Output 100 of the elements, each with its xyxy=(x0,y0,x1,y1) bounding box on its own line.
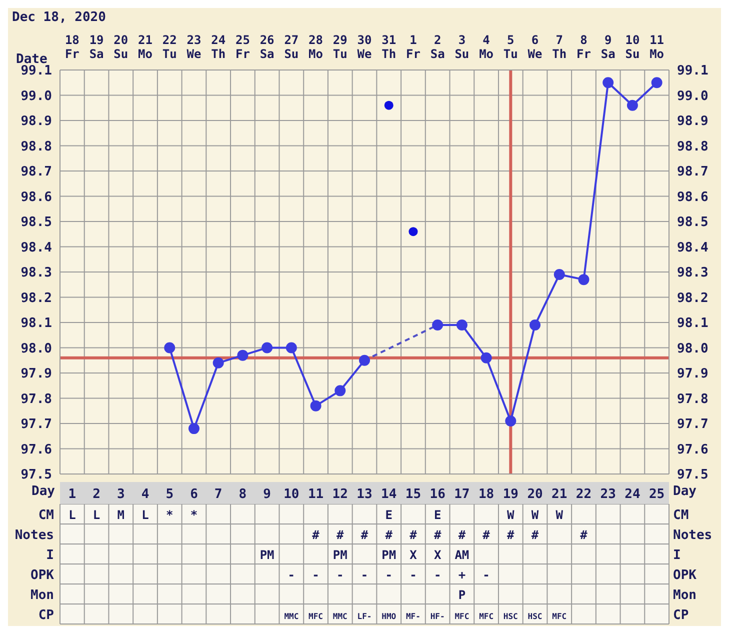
x-tick-label: 3 xyxy=(116,487,125,502)
y2-tick-label: 97.6 xyxy=(677,442,708,458)
x2-tick-label: 5 Tu xyxy=(503,33,518,61)
y-tick-label: 98.0 xyxy=(20,341,52,356)
text: * xyxy=(166,508,174,522)
x-tick-label: 12 xyxy=(332,487,348,502)
y2-tick-label: 98.0 xyxy=(677,341,708,356)
text: # xyxy=(458,528,466,542)
x2-tick-label: 24 Th xyxy=(211,33,226,61)
text: E xyxy=(385,508,392,522)
text: PM xyxy=(332,548,348,562)
text: L xyxy=(92,508,100,522)
text: W xyxy=(507,508,514,522)
point xyxy=(286,342,297,354)
x2-tick-label: 25 Fr xyxy=(235,33,250,61)
y-tick-label: 97.5 xyxy=(20,468,52,483)
text: PM xyxy=(382,548,396,562)
x2-tick-label: 8 Fr xyxy=(576,33,591,61)
x2-tick-label: 11 Mo xyxy=(650,33,664,61)
point xyxy=(262,342,273,354)
y-tick-label: 97.7 xyxy=(20,417,52,432)
point xyxy=(408,227,418,236)
y-tick-label: 98.6 xyxy=(20,190,52,205)
y-tick-label: 97.9 xyxy=(20,366,52,382)
category-label: CP xyxy=(38,608,54,623)
y2-tick-label: 99.0 xyxy=(677,88,708,104)
x-tick-label: 6 xyxy=(190,487,198,502)
text: - xyxy=(360,568,368,582)
text: # xyxy=(580,528,588,542)
y2-tick-label: 98.1 xyxy=(677,316,708,332)
text: # xyxy=(531,528,539,542)
x-tick-label: 8 xyxy=(238,487,247,502)
x2-tick-label: 27 Su xyxy=(284,33,299,61)
y2-tick-label: 98.8 xyxy=(677,139,708,154)
x2-tick-label: 3 Su xyxy=(454,33,470,61)
x2-tick-label: 23 We xyxy=(186,33,202,61)
x-tick-label: 5 xyxy=(166,487,174,502)
x2-tick-label: 26 Sa xyxy=(260,33,274,61)
text: L xyxy=(68,508,76,522)
category-label: Mon xyxy=(30,588,54,603)
x2-tick-label: 28 Mo xyxy=(308,33,324,61)
category-label: CM xyxy=(38,508,54,523)
x2-tick-label: 22 Tu xyxy=(162,33,177,61)
point xyxy=(554,269,565,280)
y2-tick-label: 98.6 xyxy=(677,190,708,205)
text: # xyxy=(385,528,392,542)
y-tick-label: 97.6 xyxy=(20,442,52,458)
text: # xyxy=(482,528,490,542)
text: - xyxy=(336,568,344,582)
chart-title: Dec 18, 2020 xyxy=(12,10,106,25)
text: * xyxy=(190,508,198,522)
point xyxy=(164,342,176,354)
x-tick-label: 9 xyxy=(263,487,271,502)
text: P xyxy=(458,588,466,602)
category-label: CM xyxy=(673,508,689,523)
x-tick-label: 19 xyxy=(502,487,518,502)
point xyxy=(384,100,394,110)
y-tick-label: 98.3 xyxy=(20,266,52,281)
y-tick-label: 98.9 xyxy=(20,114,52,130)
x-tick-label: 15 xyxy=(405,487,422,502)
x2-tick-label: 1 Fr xyxy=(406,33,420,61)
text: W xyxy=(531,508,539,522)
y-tick-label: 98.2 xyxy=(20,290,52,306)
y2-tick-label: 97.9 xyxy=(677,366,708,382)
x-tick-label: 17 xyxy=(454,487,470,502)
y-tick-label: 98.4 xyxy=(20,240,52,256)
point xyxy=(480,352,492,364)
x2-tick-label: 4 Mo xyxy=(479,33,494,61)
text: - xyxy=(288,568,296,582)
y2-tick-label: 97.7 xyxy=(677,417,708,432)
y2-tick-label: 98.5 xyxy=(677,215,708,230)
y-tick-label: 98.1 xyxy=(20,316,52,332)
x-tick-label: 25 xyxy=(648,487,665,502)
y2-tick-label: 99.1 xyxy=(677,64,708,79)
x2-tick-label: 21 Mo xyxy=(138,33,152,61)
text: MFC xyxy=(454,612,470,621)
category-label: OPK xyxy=(30,568,54,583)
text: W xyxy=(556,508,563,522)
point xyxy=(188,423,200,434)
y2-tick-label: 97.8 xyxy=(677,392,708,407)
text: # xyxy=(336,528,344,542)
x-tick-label: 7 xyxy=(214,487,222,502)
y-tick-label: 98.5 xyxy=(20,215,52,230)
text: LF- xyxy=(357,612,372,621)
category-label: CP xyxy=(673,608,689,623)
x-tick-label: 11 xyxy=(308,487,324,502)
text: - xyxy=(410,568,417,582)
text: MFC xyxy=(308,612,324,621)
x-tick-label: 24 xyxy=(624,487,640,502)
x-axis-title: Day xyxy=(673,484,696,499)
x2-tick-label: 29 Tu xyxy=(332,33,348,61)
point xyxy=(505,415,516,426)
point xyxy=(578,274,590,286)
x-tick-label: 10 xyxy=(284,487,300,502)
text: - xyxy=(312,568,320,582)
x2-tick-label: 7 Th xyxy=(552,33,567,61)
point xyxy=(456,320,468,331)
text: HSC xyxy=(528,612,542,621)
point xyxy=(212,357,224,368)
text: AM xyxy=(454,548,470,562)
